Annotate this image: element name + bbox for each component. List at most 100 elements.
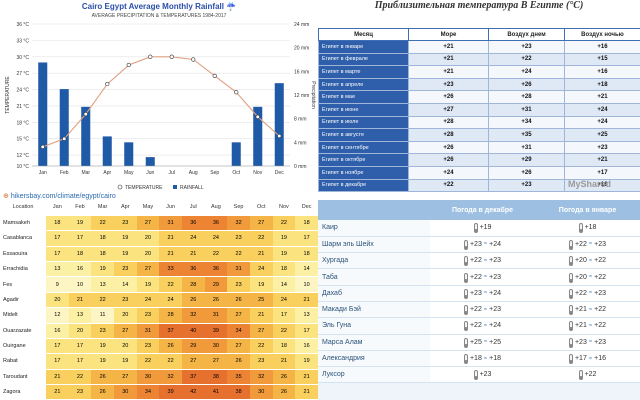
temperature-cell: 21 [159, 246, 182, 263]
temperature-cell: 19 [272, 230, 296, 247]
location-name: Casablanca [0, 230, 46, 247]
temperature-value: +16 [564, 178, 640, 193]
table-row: Египет в сентябре +26 +31 +23 [318, 140, 640, 155]
table-row: Дахаб +23 ≈ +24 +22 ≈ +23 [318, 285, 640, 302]
location-name: Zagora [0, 384, 46, 400]
temperature-value: +17 [564, 165, 640, 180]
temperature-cell: 13 [46, 261, 69, 278]
city-name: Дахаб [318, 285, 430, 302]
water-wave-icon: ≈ [588, 274, 593, 281]
thermometer-icon [578, 223, 583, 234]
temperature-cell: 22 [136, 353, 160, 370]
table-row: Египет в марте +21 +24 +16 [318, 65, 640, 79]
water-temperature: +25 [489, 338, 502, 346]
temperature-cell: 19 [295, 353, 318, 370]
city-name: Таба [318, 268, 430, 286]
temperature-point [277, 133, 282, 139]
temperature-cell: 19 [113, 246, 137, 263]
temperature-cell: 22 [249, 230, 273, 247]
temperature-value: +28 [408, 128, 489, 142]
table-row: Египет в августе +28 +35 +25 [318, 128, 640, 142]
left-tick-label: 33 °C [16, 38, 29, 44]
temperature-cell: 31 [159, 215, 182, 232]
temperature-cell: 26 [204, 292, 228, 309]
temperature-cell: 21 [295, 292, 318, 309]
temperature-cell: 24 [136, 292, 160, 309]
loc-col-month: Oct [249, 200, 273, 216]
temperature-value: +16 [564, 65, 640, 79]
water-temperature: +23 [489, 273, 502, 281]
loc-col-month: Jan [46, 200, 69, 216]
location-name: Ouarzazate [0, 323, 46, 339]
ru1-col-header: Воздух днем [488, 28, 565, 41]
month-label: Египет в октябре [318, 153, 409, 167]
city-name: Хургада [318, 252, 430, 270]
temperature-cell: 30 [113, 384, 137, 400]
rainfall-bar [124, 142, 134, 166]
x-tick-label: Mar [81, 170, 90, 176]
left-tick-label: 21 °C [16, 104, 29, 110]
table-row: Хургада +22 ≈ +23 +20 ≈ +22 [318, 252, 640, 270]
temperature-cell: 22 [272, 215, 296, 232]
right-tick-label: 8 mm [294, 117, 307, 123]
location-name: Rabat [0, 353, 46, 370]
ru2-header: Погода в декабре Погода в январе [318, 200, 640, 220]
temperature-cell: 22 [159, 276, 182, 293]
month-label: Египет в мае [318, 90, 409, 104]
month-label: Египет в июне [318, 102, 409, 117]
x-tick-label: Jun [146, 170, 154, 176]
temperature-cell: 18 [295, 215, 318, 232]
weather-cell: +22 ≈ +23 [535, 285, 640, 302]
temperature-cell: 19 [113, 230, 137, 247]
source-link-text[interactable]: hikersbay.com/climate/egypt/cairo [10, 193, 116, 200]
temperature-cell: 19 [91, 338, 114, 355]
temperature-cell: 20 [136, 230, 160, 247]
water-temperature: +24 [489, 322, 502, 330]
left-tick-label: 30 °C [16, 55, 29, 61]
thermometer-icon [463, 354, 468, 365]
water-temperature: +16 [594, 355, 607, 363]
water-temperature: +24 [489, 289, 502, 297]
temperature-cell: 18 [272, 261, 296, 278]
source-link[interactable]: ⊕ hikersbay.com/climate/egypt/cairo [3, 192, 116, 200]
temperature-cell: 18 [295, 246, 318, 263]
temperature-value: +26 [488, 165, 565, 180]
air-temperature: +25 [469, 338, 482, 346]
water-wave-icon: ≈ [588, 257, 593, 264]
loc-col-month: Jun [159, 200, 182, 216]
location-name: Errachidia [0, 261, 46, 278]
temperature-cell: 22 [91, 292, 114, 309]
temperature-cell: 36 [181, 215, 205, 232]
temperature-cell: 20 [68, 323, 92, 339]
left-tick-label: 24 °C [16, 88, 29, 94]
month-label: Египет в феврале [318, 52, 409, 67]
temperature-cell: 26 [272, 369, 296, 386]
temperature-cell: 36 [181, 261, 205, 278]
temperature-cell: 9 [46, 276, 69, 293]
temperature-cell: 26 [181, 292, 205, 309]
thermometer-icon [473, 223, 478, 234]
temperature-value: +27 [408, 102, 489, 117]
thermometer-icon [463, 239, 468, 250]
temperature-cell: 17 [46, 246, 69, 263]
temperature-cell: 42 [181, 384, 205, 400]
x-tick-label: Sep [210, 170, 219, 176]
temperature-cell: 21 [249, 307, 273, 324]
thermometer-icon [473, 370, 478, 381]
location-temperature-table: Location Jan Feb Mar Apr May Jun Jul Aug Sep Oct No… [0, 200, 318, 400]
air-temperature: +21 [574, 306, 587, 314]
water-temperature: +22 [594, 273, 607, 281]
temperature-cell: 17 [68, 353, 92, 370]
table-row: Эль Гуна +22 ≈ +24 +21 ≈ +22 [318, 317, 640, 335]
rainfall-bar [145, 157, 155, 166]
temperature-point [169, 54, 174, 59]
cairo-rainfall-chart: Cairo Egypt Average Monthly Rainfall ☔ AV… [0, 0, 318, 200]
weather-cell: +20 ≈ +22 [535, 268, 640, 286]
temperature-cell: 11 [91, 307, 114, 324]
temperature-cell: 30 [249, 384, 273, 400]
temperature-cell: 17 [46, 230, 69, 247]
temperature-cell: 17 [295, 323, 318, 339]
table-row: Таба +22 ≈ +23 +20 ≈ +22 [318, 268, 640, 286]
temperature-cell: 27 [136, 261, 160, 278]
table-row: Александрия +18 ≈ +18 +17 ≈ +16 [318, 350, 640, 368]
